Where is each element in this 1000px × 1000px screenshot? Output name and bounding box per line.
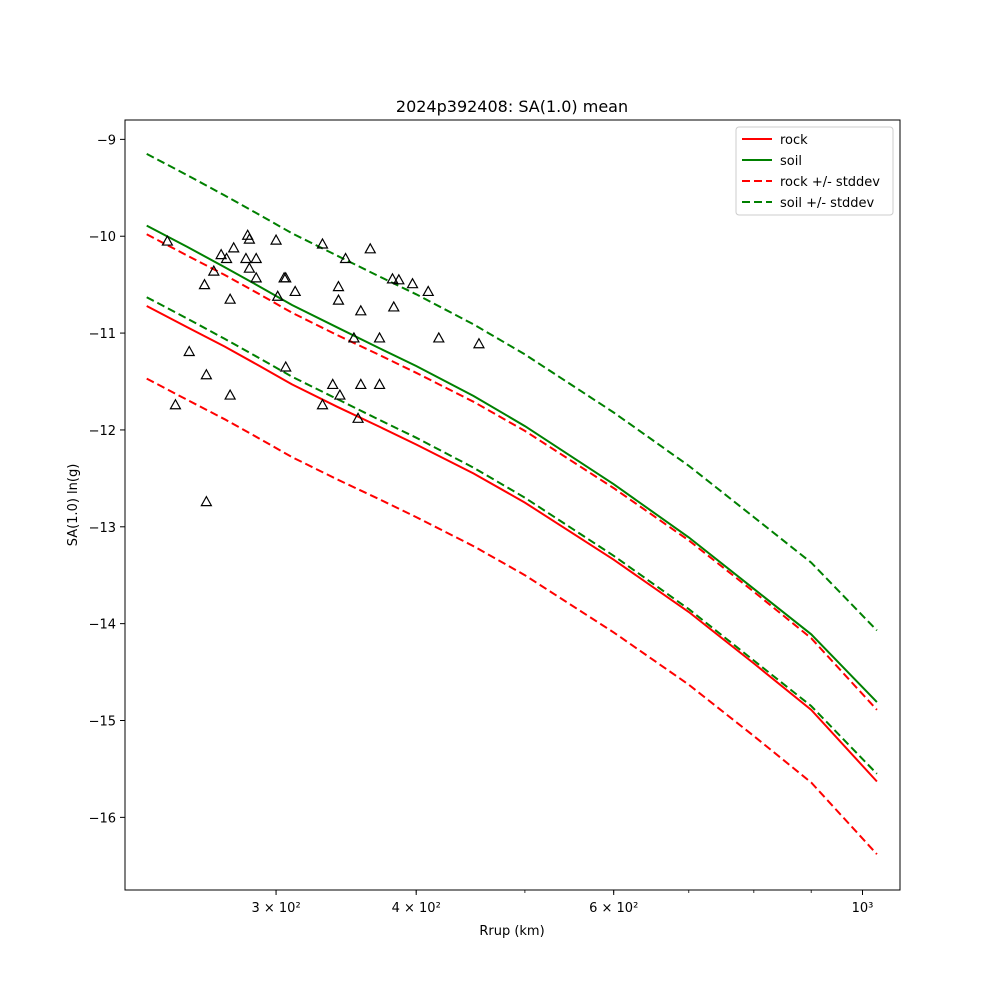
observation-marker xyxy=(354,378,367,390)
x-tick-label: 6 × 10² xyxy=(589,901,638,916)
y-tick-label: −14 xyxy=(89,618,116,633)
observation-marker xyxy=(243,232,256,244)
y-tick-label: −12 xyxy=(89,424,116,439)
plot-lines xyxy=(146,153,878,855)
observation-points xyxy=(161,229,485,507)
observation-marker xyxy=(316,398,329,410)
observation-marker xyxy=(339,252,352,264)
legend-entry: soil xyxy=(780,154,802,169)
observation-marker xyxy=(200,495,213,507)
observation-marker xyxy=(250,252,263,264)
observation-marker xyxy=(373,378,386,390)
observation-marker xyxy=(386,272,399,284)
legend-box xyxy=(735,126,894,216)
observation-marker xyxy=(472,337,485,349)
x-tick-label: 3 × 10² xyxy=(251,901,300,916)
series-line-2 xyxy=(146,233,878,711)
observation-marker xyxy=(169,398,182,410)
observation-marker xyxy=(215,248,228,260)
legend-entry: rock xyxy=(780,133,808,148)
observation-marker xyxy=(207,264,220,276)
observation-marker xyxy=(224,388,237,400)
observation-marker xyxy=(332,293,345,305)
observation-marker xyxy=(392,273,405,285)
observation-marker xyxy=(406,277,419,289)
observation-marker xyxy=(387,300,400,312)
y-tick-label: −11 xyxy=(89,327,116,342)
y-tick-label: −9 xyxy=(97,133,116,148)
observation-marker xyxy=(279,360,292,372)
observation-marker xyxy=(183,345,196,357)
series-line-3 xyxy=(146,153,878,632)
observation-marker xyxy=(373,331,386,343)
y-tick-label: −13 xyxy=(89,521,116,536)
observation-marker xyxy=(332,280,345,292)
observation-marker xyxy=(271,290,284,301)
x-axis-label: Rrup (km) xyxy=(479,924,544,939)
observation-marker xyxy=(354,304,367,316)
observation-marker xyxy=(364,242,377,254)
series-line-2-lower xyxy=(146,377,878,855)
observation-marker xyxy=(239,252,252,264)
observation-marker xyxy=(352,412,365,423)
y-axis-label: SA(1.0) ln(g) xyxy=(66,464,81,547)
legend-entry: soil +/- stddev xyxy=(780,196,875,211)
observation-marker xyxy=(250,271,263,283)
observation-marker xyxy=(289,285,302,297)
observation-marker xyxy=(200,368,213,380)
y-tick-label: −16 xyxy=(89,811,116,826)
legend-entry: rock +/- stddev xyxy=(780,175,880,190)
observation-marker xyxy=(279,271,292,283)
observation-marker xyxy=(161,234,174,246)
observation-marker xyxy=(198,278,211,290)
axes: −16 −15 −14 −13 −12 −11 −10 −9 3 × 10² 4 × 10² 6 ×… xyxy=(89,119,901,916)
observation-marker xyxy=(422,285,435,297)
observation-marker xyxy=(220,252,233,264)
observation-marker xyxy=(243,261,256,273)
observation-marker xyxy=(326,378,339,390)
observation-marker xyxy=(227,241,240,253)
observation-marker xyxy=(432,331,445,343)
series-line-1 xyxy=(146,224,878,703)
chart-title: 2024p392408: SA(1.0) mean xyxy=(396,97,628,116)
observation-marker xyxy=(270,233,283,245)
y-tick-label: −15 xyxy=(89,715,116,730)
series-line-0 xyxy=(146,305,878,783)
observation-marker xyxy=(347,331,360,343)
observation-marker xyxy=(224,292,237,304)
series-line-3-lower xyxy=(146,296,878,775)
plot-frame xyxy=(124,119,901,891)
observation-marker xyxy=(333,388,346,400)
x-tick-label: 10³ xyxy=(852,901,874,916)
observation-marker xyxy=(316,237,329,249)
x-tick-label: 4 × 10² xyxy=(392,901,441,916)
legend: rock soil rock +/- stddev soil +/- stddev xyxy=(735,126,894,216)
y-tick-label: −10 xyxy=(89,230,116,245)
